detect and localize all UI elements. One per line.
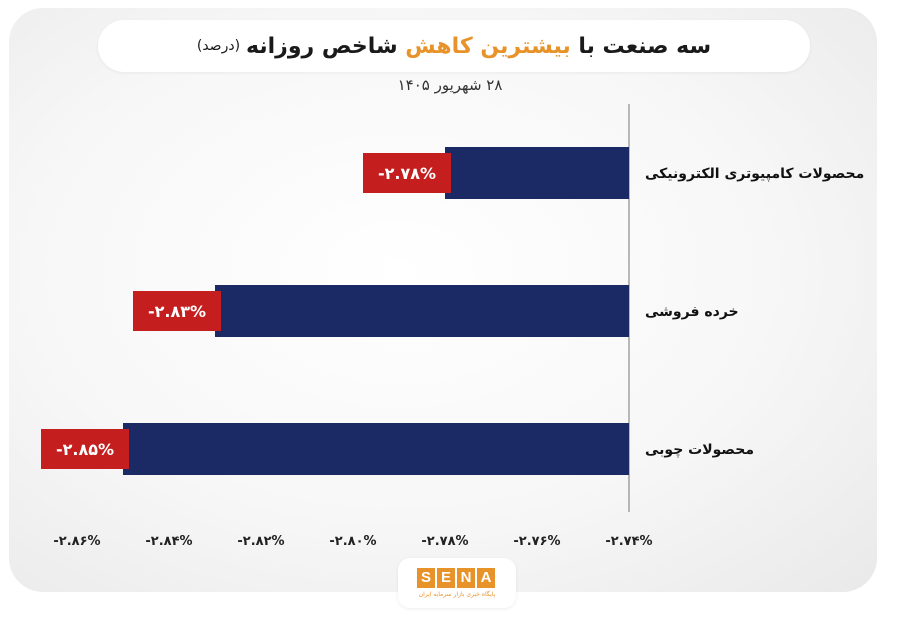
bar-2: [123, 423, 629, 475]
value-label-2: -۲.۸۵%: [56, 440, 114, 459]
bar-0: [445, 147, 629, 199]
bars-group: -۲.۷۸% محصولات کامپیوتری الکترونیکی -۲.۸۳%…: [41, 147, 864, 475]
category-label-2: محصولات چوبی: [645, 442, 754, 458]
tick-label-1: -۲.۸۴%: [145, 534, 192, 549]
logo-tagline: پایگاه خبری بازار سرمایه ایران: [398, 591, 516, 598]
logo-letters: S E N A: [417, 568, 495, 588]
bar-1: [215, 285, 629, 337]
value-label-0: -۲.۷۸%: [378, 164, 436, 183]
tick-label-6: -۲.۷۴%: [605, 534, 652, 549]
ticks-group: -۲.۸۶% -۲.۸۴% -۲.۸۲% -۲.۸۰% -۲.۷۸% -۲.۷۶% -۲.۷…: [53, 534, 652, 549]
category-label-0: محصولات کامپیوتری الکترونیکی: [645, 166, 864, 182]
tick-label-0: -۲.۸۶%: [53, 534, 100, 549]
category-label-1: خرده فروشی: [645, 304, 739, 320]
tick-label-4: -۲.۷۸%: [421, 534, 468, 549]
tick-label-3: -۲.۸۰%: [329, 534, 376, 549]
value-label-1: -۲.۸۳%: [148, 302, 206, 321]
sena-logo: S E N A پایگاه خبری بازار سرمایه ایران: [398, 558, 516, 608]
tick-label-2: -۲.۸۲%: [237, 534, 284, 549]
tick-label-5: -۲.۷۶%: [513, 534, 560, 549]
